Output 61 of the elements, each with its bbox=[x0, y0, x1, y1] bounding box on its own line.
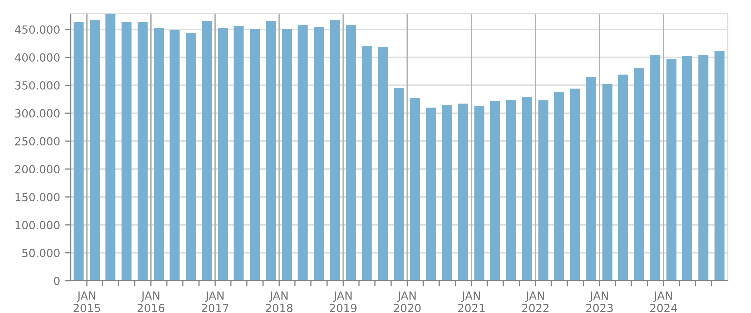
bar bbox=[682, 56, 692, 281]
bar bbox=[650, 55, 661, 281]
bar bbox=[154, 28, 164, 281]
bar bbox=[330, 20, 340, 281]
y-tick-label: 0 bbox=[54, 276, 60, 286]
bar bbox=[282, 29, 292, 281]
y-tick-label: 400.000 bbox=[15, 54, 60, 62]
x-tick-label: JAN 2021 bbox=[458, 292, 485, 312]
bar bbox=[314, 27, 324, 281]
x-tick-label: JAN 2024 bbox=[650, 292, 678, 312]
y-tick-label: 350.000 bbox=[15, 81, 60, 90]
x-tick-label: JAN 2019 bbox=[330, 292, 357, 312]
y-tick-label: 200.000 bbox=[15, 165, 60, 174]
y-tick-label: 250.000 bbox=[15, 137, 60, 146]
bar bbox=[90, 20, 100, 281]
bar bbox=[426, 108, 436, 281]
bar bbox=[538, 100, 549, 281]
x-tick-label: JAN 2017 bbox=[202, 292, 229, 312]
bar bbox=[618, 74, 628, 281]
bar bbox=[106, 14, 116, 281]
bar bbox=[698, 55, 709, 281]
bar bbox=[234, 26, 244, 281]
bar bbox=[490, 101, 500, 281]
x-tick-label: JAN 2018 bbox=[266, 292, 293, 312]
bar bbox=[378, 46, 388, 281]
bar bbox=[442, 105, 452, 281]
bar bbox=[602, 84, 613, 281]
bar bbox=[522, 97, 532, 281]
x-tick-label: JAN 2015 bbox=[74, 292, 100, 312]
bar bbox=[410, 98, 420, 281]
bar bbox=[266, 21, 276, 281]
bar bbox=[394, 88, 404, 281]
y-tick-label: 150.000 bbox=[16, 193, 60, 202]
bar bbox=[138, 22, 148, 281]
y-tick-label: 450.000 bbox=[15, 26, 60, 34]
bar bbox=[714, 51, 725, 281]
y-tick-label: 100.000 bbox=[16, 221, 60, 230]
bar bbox=[586, 77, 597, 281]
x-tick-label: JAN 2020 bbox=[394, 292, 421, 312]
x-tick-label: JAN 2022 bbox=[522, 292, 549, 312]
bar bbox=[186, 32, 196, 281]
bar bbox=[666, 59, 677, 281]
bar bbox=[250, 29, 260, 281]
y-tick-label: 50.000 bbox=[22, 249, 60, 258]
bar bbox=[218, 28, 228, 281]
bar bbox=[298, 25, 308, 281]
bar bbox=[506, 100, 516, 281]
bar bbox=[122, 22, 132, 281]
x-tick-label: JAN 2016 bbox=[138, 292, 165, 312]
bar bbox=[346, 25, 356, 281]
bar bbox=[570, 88, 580, 281]
bar bbox=[74, 22, 84, 281]
bar bbox=[458, 104, 468, 281]
bar bbox=[634, 68, 644, 281]
bar bbox=[474, 106, 485, 281]
x-tick-label: JAN 2023 bbox=[586, 292, 614, 312]
y-tick-label: 300.000 bbox=[15, 109, 60, 118]
bar bbox=[202, 21, 212, 281]
bar bbox=[170, 30, 180, 281]
bar bbox=[554, 92, 564, 281]
bar bbox=[362, 46, 372, 281]
